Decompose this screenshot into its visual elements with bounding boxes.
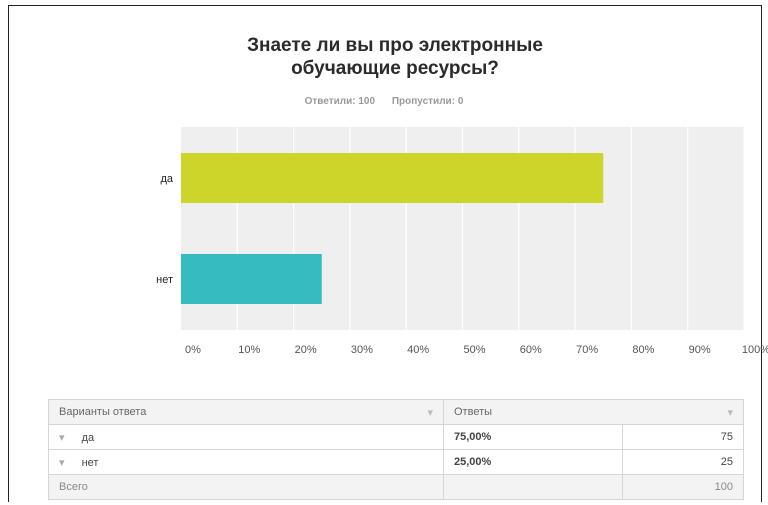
option-label: да <box>81 431 95 444</box>
table-total-row: Всего 100 <box>48 474 744 500</box>
x-tick-label: 100% <box>742 344 768 356</box>
category-label: нет <box>156 274 173 286</box>
response-stats: Ответили: 100 Пропустили: 0 <box>0 96 768 107</box>
chart-title-line-2: обучающие ресурсы? <box>291 58 499 79</box>
answered-count: Ответили: 100 <box>304 96 376 107</box>
total-label-cell: Всего <box>48 474 444 500</box>
table-header-row: Варианты ответа ▾ Ответы ▾ <box>48 399 744 425</box>
option-cell: ▾ нет <box>48 449 444 475</box>
header-responses-cell[interactable]: Ответы ▾ <box>443 399 744 425</box>
table-row: ▾ нет 25,00% 25 <box>48 449 744 475</box>
total-empty-cell <box>442 474 624 500</box>
option-label: нет <box>81 456 99 469</box>
bar <box>181 153 604 203</box>
percent-cell: 25,00% <box>442 449 624 475</box>
category-labels: да нет <box>156 173 174 286</box>
count-cell: 25 <box>622 449 744 475</box>
total-count-cell: 100 <box>622 474 744 500</box>
x-tick-label: 20% <box>295 344 317 356</box>
x-tick-label: 60% <box>520 344 542 356</box>
percent-cell: 75,00% <box>442 424 624 450</box>
bars <box>181 153 604 304</box>
header-options-label: Варианты ответа <box>59 405 147 418</box>
skipped-count: Пропустили: 0 <box>391 96 464 107</box>
x-tick-label: 50% <box>463 344 485 356</box>
expand-icon[interactable]: ▾ <box>59 456 65 469</box>
x-tick-label: 10% <box>238 344 260 356</box>
x-tick-label: 0% <box>185 344 201 356</box>
header-responses-label: Ответы <box>454 405 493 418</box>
table-row: ▾ да 75,00% 75 <box>48 424 744 450</box>
category-label: да <box>160 173 173 185</box>
page-frame <box>8 5 762 502</box>
chart-title: Знаете ли вы про электронные обучающие р… <box>150 34 640 80</box>
sort-caret-icon[interactable]: ▾ <box>727 406 733 419</box>
expand-icon[interactable]: ▾ <box>59 431 65 444</box>
bar <box>181 254 322 304</box>
x-tick-label: 30% <box>351 344 373 356</box>
chart-title-line-1: Знаете ли вы про электронные <box>247 35 543 56</box>
count-cell: 75 <box>622 424 744 450</box>
option-cell: ▾ да <box>48 424 444 450</box>
summary-table: Варианты ответа ▾ Ответы ▾ ▾ да 75,00% 7… <box>48 399 744 500</box>
x-tick-label: 90% <box>689 344 711 356</box>
x-tick-label: 40% <box>407 344 429 356</box>
x-tick-label: 80% <box>632 344 654 356</box>
x-axis-ticks: 0% 10% 20% 30% 40% 50% 60% 70% 80% 90% 100% <box>185 344 768 356</box>
x-tick-label: 70% <box>576 344 598 356</box>
header-options-cell[interactable]: Варианты ответа ▾ <box>48 399 444 425</box>
sort-caret-icon[interactable]: ▾ <box>427 406 433 419</box>
